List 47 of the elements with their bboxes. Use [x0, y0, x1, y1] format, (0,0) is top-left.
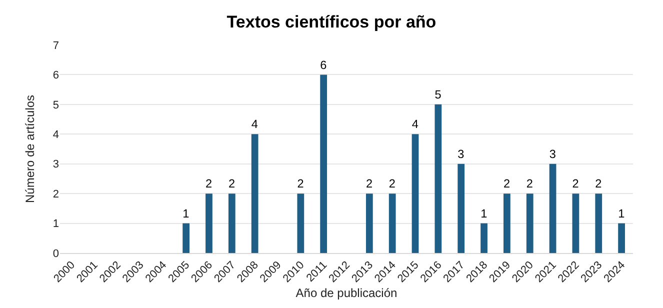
bar [366, 194, 373, 253]
chart-title: Textos científicos por año [226, 12, 436, 32]
bar [228, 194, 236, 253]
data-label: 2 [228, 178, 236, 191]
y-tick-label: 4 [52, 128, 59, 141]
bar [526, 194, 534, 253]
data-label: 1 [480, 207, 488, 220]
data-label: 2 [366, 178, 373, 191]
bar [297, 194, 304, 253]
data-label: 2 [297, 178, 304, 191]
y-tick-label: 5 [52, 99, 59, 112]
bar [388, 194, 396, 253]
data-label: 2 [595, 178, 602, 191]
y-tick-label: 0 [52, 248, 59, 260]
data-label: 1 [618, 207, 625, 220]
bar [251, 134, 258, 253]
data-label: 2 [504, 178, 510, 191]
y-tick-label: 3 [52, 158, 59, 171]
y-tick-label: 1 [52, 218, 59, 230]
bar [572, 194, 580, 253]
bar [182, 223, 190, 253]
bar [480, 223, 488, 253]
y-tick-label: 2 [52, 188, 59, 200]
bar [206, 194, 212, 253]
y-axis-title: Número de artículos [23, 94, 38, 204]
data-label: 4 [412, 118, 419, 132]
data-label: 3 [458, 148, 465, 161]
data-label: 5 [434, 88, 442, 102]
data-label: 2 [206, 178, 212, 191]
x-axis-title: Año de publicación [296, 286, 398, 300]
bar [412, 134, 419, 253]
data-label: 6 [320, 58, 328, 72]
data-label: 3 [549, 148, 556, 161]
y-tick-label: 6 [52, 70, 59, 82]
bar [434, 104, 442, 253]
bar [549, 164, 556, 253]
bar [595, 194, 602, 253]
bar [320, 74, 328, 253]
data-label: 2 [388, 178, 396, 191]
bar [504, 194, 510, 253]
y-tick-label: 7 [52, 40, 59, 52]
data-label: 2 [526, 178, 533, 191]
data-label: 1 [182, 207, 190, 220]
bar [618, 223, 625, 253]
bar [458, 164, 465, 253]
data-label: 2 [572, 178, 579, 191]
data-label: 4 [251, 118, 258, 132]
